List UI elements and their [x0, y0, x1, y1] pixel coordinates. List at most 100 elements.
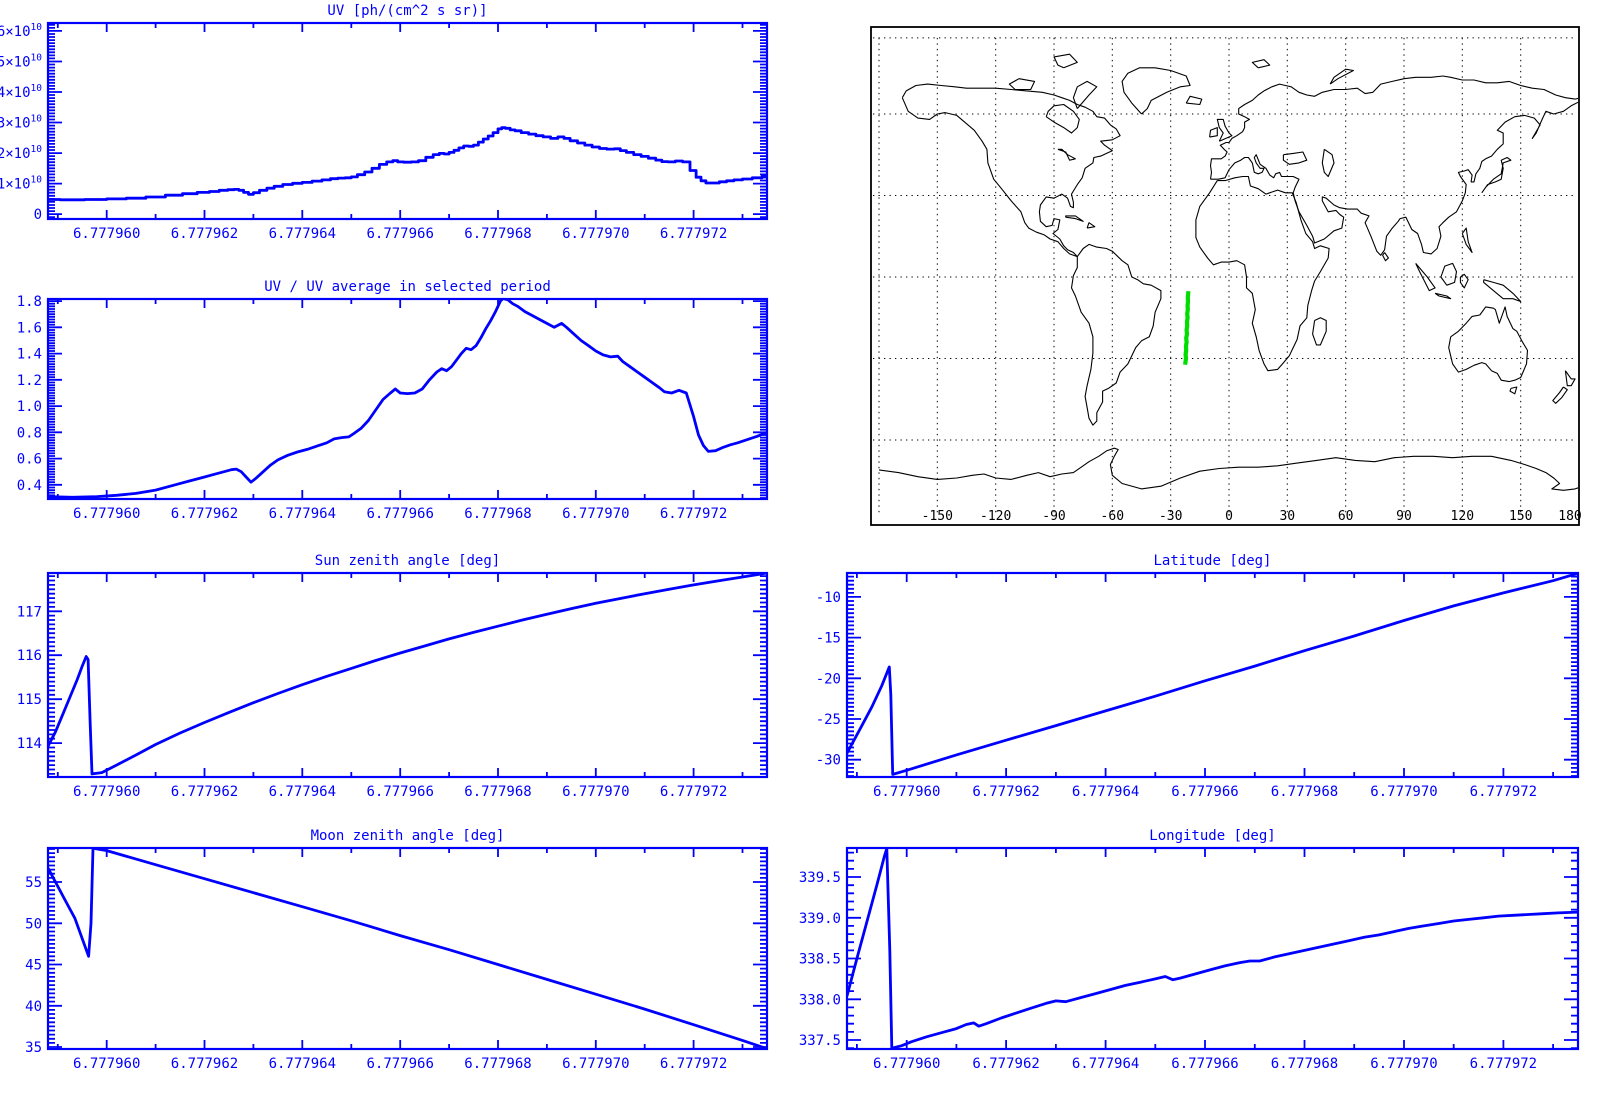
map-lon-label: -60 — [1101, 509, 1124, 524]
x-tick-label: 6.777968 — [464, 1056, 531, 1072]
y-tick-label: 337.5 — [799, 1033, 841, 1049]
plot-frame — [46, 21, 769, 221]
y-tick-label: 1.4 — [17, 347, 42, 363]
uv-plot-title: UV [ph/(cm^2 s sr)] — [327, 3, 488, 19]
x-tick-label: 6.777968 — [1271, 784, 1338, 800]
y-tick-label: 5×1010 — [0, 53, 42, 71]
plot-frame — [46, 297, 769, 501]
coastline — [1216, 118, 1233, 142]
map-lon-label: 150 — [1509, 509, 1532, 524]
y-tick-label: 0 — [34, 207, 42, 223]
lat-series — [847, 573, 1578, 776]
map-lon-label: -120 — [980, 509, 1011, 524]
y-tick-label: 115 — [17, 692, 42, 708]
y-tick-label: 339.5 — [799, 870, 841, 886]
coastline — [1415, 263, 1436, 292]
y-tick-label: 0.4 — [17, 478, 42, 494]
y-tick-label: 1.0 — [17, 399, 42, 415]
y-tick-label: 45 — [25, 958, 42, 974]
y-tick-label: 40 — [25, 999, 42, 1015]
x-tick-label: 6.777960 — [873, 1056, 940, 1072]
map-lon-label: 120 — [1451, 509, 1474, 524]
x-tick-label: 6.777966 — [366, 506, 433, 522]
x-tick-label: 6.777968 — [464, 506, 531, 522]
map-lon-label: 30 — [1279, 509, 1295, 524]
x-tick-label: 6.777972 — [1470, 1056, 1537, 1072]
x-tick-label: 6.777970 — [1370, 1056, 1437, 1072]
x-tick-label: 6.777968 — [464, 226, 531, 242]
x-tick-label: 6.777966 — [366, 226, 433, 242]
y-tick-label: 3×1010 — [0, 114, 42, 132]
x-tick-label: 6.777960 — [73, 784, 140, 800]
x-tick-label: 6.777970 — [562, 226, 629, 242]
x-tick-label: 6.777962 — [972, 1056, 1039, 1072]
lat-chart: 6.777960 6.777962 6.777964 6.777966 6.777968… — [816, 571, 1580, 800]
axis-ticks — [48, 573, 767, 777]
x-tick-label: 6.777964 — [269, 506, 336, 522]
y-tick-label: 6×1010 — [0, 22, 42, 40]
ratio-plot-title: UV / UV average in selected period — [264, 279, 551, 295]
axis-ticks — [48, 23, 767, 219]
y-tick-label: 1×1010 — [0, 175, 42, 193]
x-tick-label: 6.777964 — [269, 784, 336, 800]
coastline — [1481, 156, 1512, 194]
lon-series — [847, 848, 1578, 1049]
x-tick-label: 6.777970 — [562, 784, 629, 800]
coastline — [1070, 243, 1162, 426]
x-tick-label: 6.777960 — [873, 784, 940, 800]
uv-series — [48, 126, 767, 202]
x-tick-label: 6.777962 — [171, 226, 238, 242]
coastline — [1448, 306, 1529, 383]
x-tick-label: 6.777960 — [73, 506, 140, 522]
sun-chart: 6.777960 6.777962 6.777964 6.777966 6.777968… — [17, 571, 769, 800]
sun-series — [48, 573, 767, 776]
y-tick-label: 55 — [25, 875, 42, 891]
coastline — [1440, 262, 1458, 286]
map-lon-label: -90 — [1042, 509, 1065, 524]
y-tick-label: -10 — [816, 590, 841, 606]
axis-ticks — [48, 299, 767, 499]
x-tick-label: 6.777962 — [171, 506, 238, 522]
y-tick-label: 2×1010 — [0, 144, 42, 162]
x-tick-label: 6.777972 — [660, 1056, 727, 1072]
y-tick-label: 339.0 — [799, 911, 841, 927]
map-lon-label: 60 — [1338, 509, 1354, 524]
coastline — [1072, 80, 1098, 109]
x-tick-label: 6.777960 — [73, 1056, 140, 1072]
coastline — [1434, 292, 1452, 300]
x-tick-label: 6.777970 — [562, 506, 629, 522]
coastline — [1065, 215, 1084, 222]
x-tick-label: 6.777964 — [1072, 784, 1139, 800]
map-lon-label: -30 — [1159, 509, 1182, 524]
y-tick-label: 0.8 — [17, 425, 42, 441]
y-tick-label: 50 — [25, 916, 42, 932]
world-map: -150 -120 -90 -60 -30 0 30 60 90 120 150 180 — [870, 26, 1582, 526]
x-tick-label: 6.777968 — [464, 784, 531, 800]
x-tick-label: 6.777966 — [1171, 1056, 1238, 1072]
x-tick-label: 6.777970 — [562, 1056, 629, 1072]
x-tick-label: 6.777972 — [1470, 784, 1537, 800]
y-tick-label: -25 — [816, 712, 841, 728]
coastline — [1564, 370, 1576, 387]
x-tick-label: 6.777972 — [660, 506, 727, 522]
map-lon-label: -150 — [922, 509, 953, 524]
coastline — [1209, 127, 1218, 138]
ground-track — [1183, 291, 1191, 365]
axis-ticks — [847, 573, 1578, 777]
plot-frame — [845, 571, 1580, 779]
x-tick-label: 6.777964 — [269, 1056, 336, 1072]
x-tick-label: 6.777962 — [972, 784, 1039, 800]
y-tick-label: 4×1010 — [0, 83, 42, 101]
lon-plot-title: Longitude [deg] — [1149, 828, 1276, 844]
sun-plot-title: Sun zenith angle [deg] — [314, 553, 501, 569]
x-tick-label: 6.777966 — [366, 1056, 433, 1072]
coastline — [1195, 175, 1330, 372]
y-tick-label: -20 — [816, 671, 841, 687]
ratio-series — [48, 299, 767, 499]
y-tick-label: 338.5 — [799, 952, 841, 968]
coastline — [1552, 386, 1568, 404]
x-tick-label: 6.777962 — [171, 784, 238, 800]
coastline — [1459, 273, 1469, 289]
map-frame — [870, 26, 1580, 526]
